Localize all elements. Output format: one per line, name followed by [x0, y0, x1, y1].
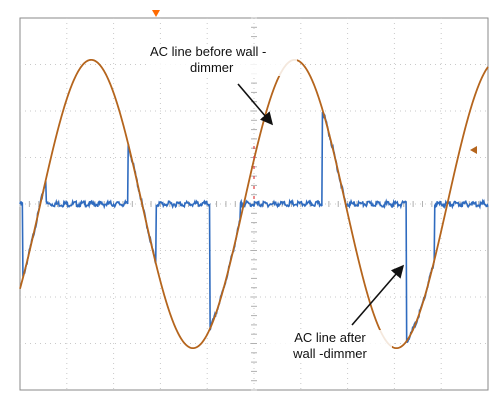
- annotation-after-line2: wall -dimmer: [270, 346, 390, 362]
- annotation-before-dimmer: AC line before wall - dimmer: [148, 44, 297, 76]
- trigger-marker-icon: [152, 10, 160, 17]
- annotation-before-line2: dimmer: [150, 60, 295, 76]
- annotation-after-line1: AC line after: [270, 330, 390, 346]
- annotation-after-dimmer: AC line after wall -dimmer: [268, 330, 392, 362]
- annotation-before-line1: AC line before wall -: [150, 44, 295, 60]
